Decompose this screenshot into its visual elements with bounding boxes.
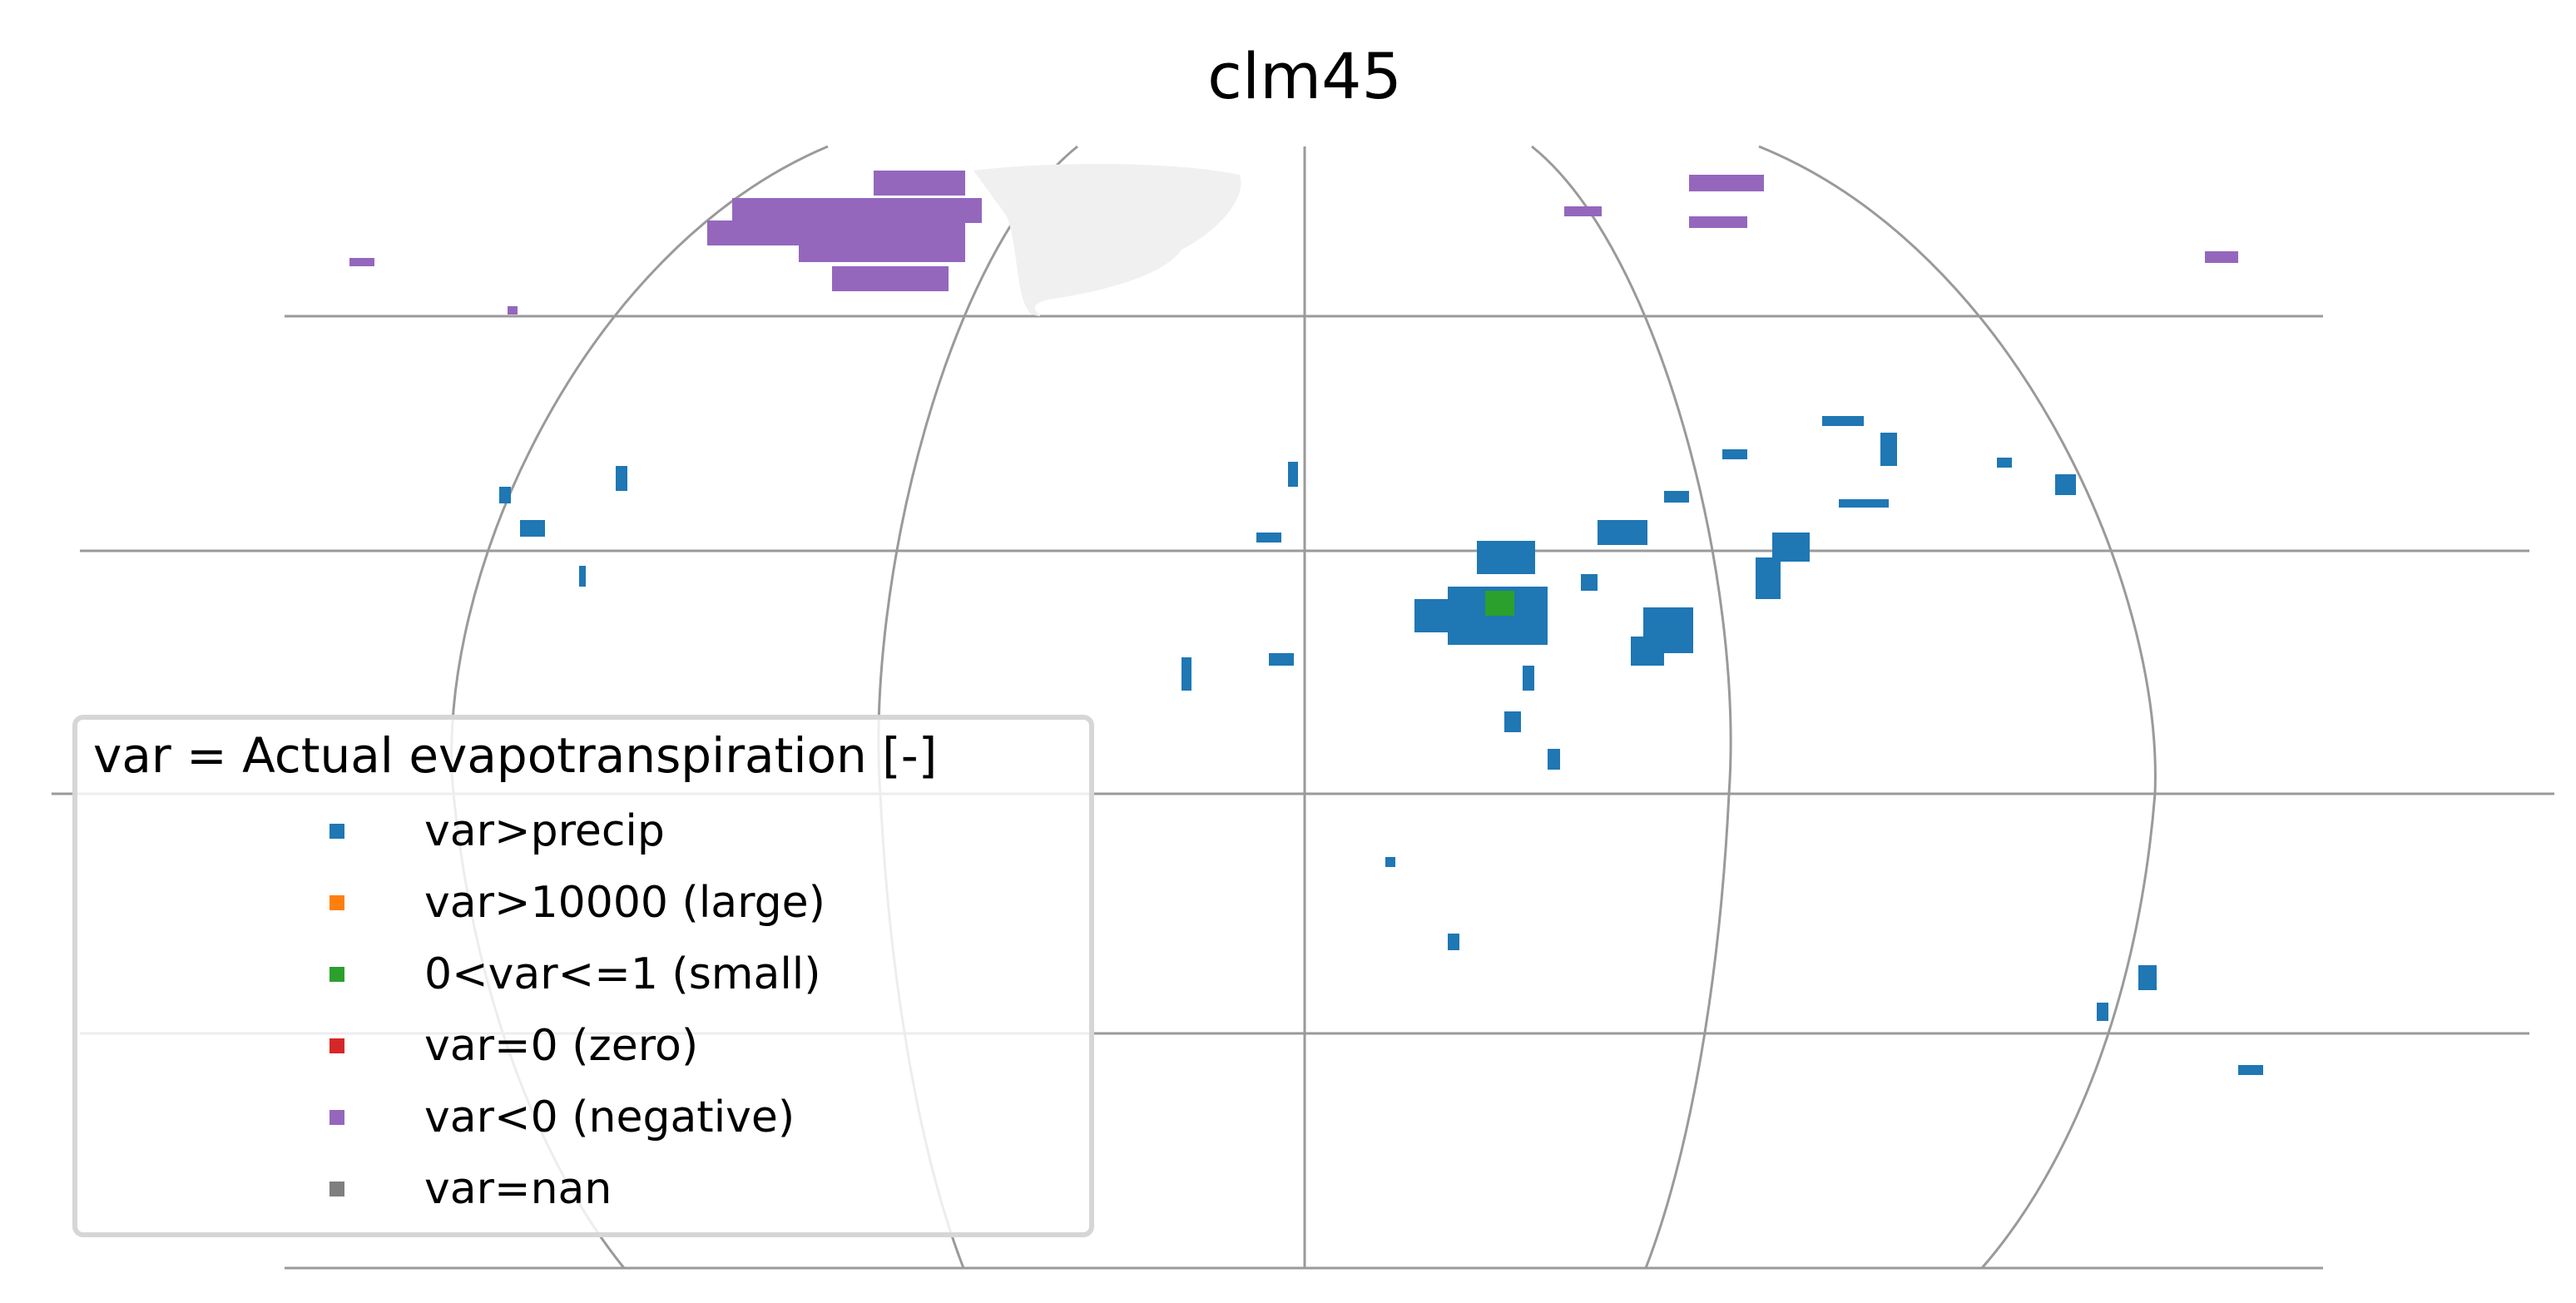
cells-negative	[349, 171, 2238, 315]
cell-cluster	[508, 306, 518, 315]
legend-label-negative: var<0 (negative)	[424, 1092, 795, 1142]
cell-cluster	[499, 487, 511, 503]
cell-cluster	[1288, 462, 1298, 487]
cell-cluster	[1631, 637, 1664, 666]
cell-cluster	[1181, 657, 1191, 691]
legend-marker-negative	[329, 1110, 344, 1125]
cell-cluster	[799, 220, 965, 262]
legend-label-nan: var=nan	[424, 1164, 612, 1214]
cells-small	[1485, 591, 1514, 616]
cell-cluster	[1997, 458, 2012, 468]
cell-cluster	[1722, 449, 1747, 459]
legend-marker-large	[329, 895, 344, 910]
cell-cluster	[2205, 251, 2238, 263]
cell-cluster	[1504, 711, 1521, 732]
cell-cluster	[1564, 206, 1602, 216]
cell-cluster	[1448, 934, 1459, 950]
cell-cluster	[874, 171, 965, 196]
cell-cluster	[1485, 591, 1514, 616]
cell-cluster	[1385, 857, 1395, 867]
map-title: clm45	[1207, 39, 1402, 113]
legend-label-large: var>10000 (large)	[424, 878, 825, 928]
cell-cluster	[349, 258, 374, 266]
meridian-curve	[1531, 145, 1732, 1269]
legend-marker-zero	[329, 1038, 344, 1053]
cell-cluster	[2138, 965, 2157, 990]
cell-cluster	[1269, 653, 1294, 666]
legend-marker-nan	[329, 1182, 344, 1196]
legend-title: var = Actual evapotranspiration [-]	[93, 727, 937, 784]
cell-cluster	[1548, 749, 1560, 770]
legend-label-var-gt-precip: var>precip	[424, 806, 665, 856]
cell-cluster	[1689, 216, 1747, 228]
cell-cluster	[616, 466, 627, 491]
meridian-curve	[1758, 145, 2157, 1269]
cell-cluster	[707, 220, 807, 245]
cell-cluster	[1772, 533, 1810, 562]
legend-marker-var-gt-precip	[329, 824, 344, 839]
cell-cluster	[1523, 666, 1534, 691]
legend: var = Actual evapotranspiration [-] var>…	[72, 715, 1094, 1237]
cell-cluster	[1477, 541, 1535, 574]
legend-label-zero: var=0 (zero)	[424, 1021, 698, 1071]
legend-marker-small	[329, 967, 344, 982]
cell-cluster	[1664, 491, 1689, 503]
cell-cluster	[1689, 175, 1764, 191]
cell-cluster	[579, 566, 586, 587]
cell-cluster	[1581, 574, 1598, 591]
cell-cluster	[1414, 599, 1464, 632]
cell-cluster	[732, 198, 982, 223]
greenland-shape	[973, 163, 1241, 316]
cell-cluster	[1822, 416, 1864, 426]
legend-frame	[72, 715, 1094, 1237]
cell-cluster	[2238, 1065, 2263, 1075]
cell-cluster	[2055, 474, 2076, 495]
land-mask	[973, 163, 1241, 316]
cell-cluster	[1256, 533, 1281, 543]
legend-label-small: 0<var<=1 (small)	[424, 949, 821, 999]
cell-cluster	[1839, 499, 1889, 508]
cell-cluster	[1880, 433, 1897, 466]
cell-cluster	[832, 266, 949, 291]
cell-cluster	[1756, 557, 1781, 599]
cell-cluster	[2097, 1003, 2108, 1021]
cell-cluster	[520, 520, 545, 537]
cell-cluster	[1598, 520, 1647, 545]
